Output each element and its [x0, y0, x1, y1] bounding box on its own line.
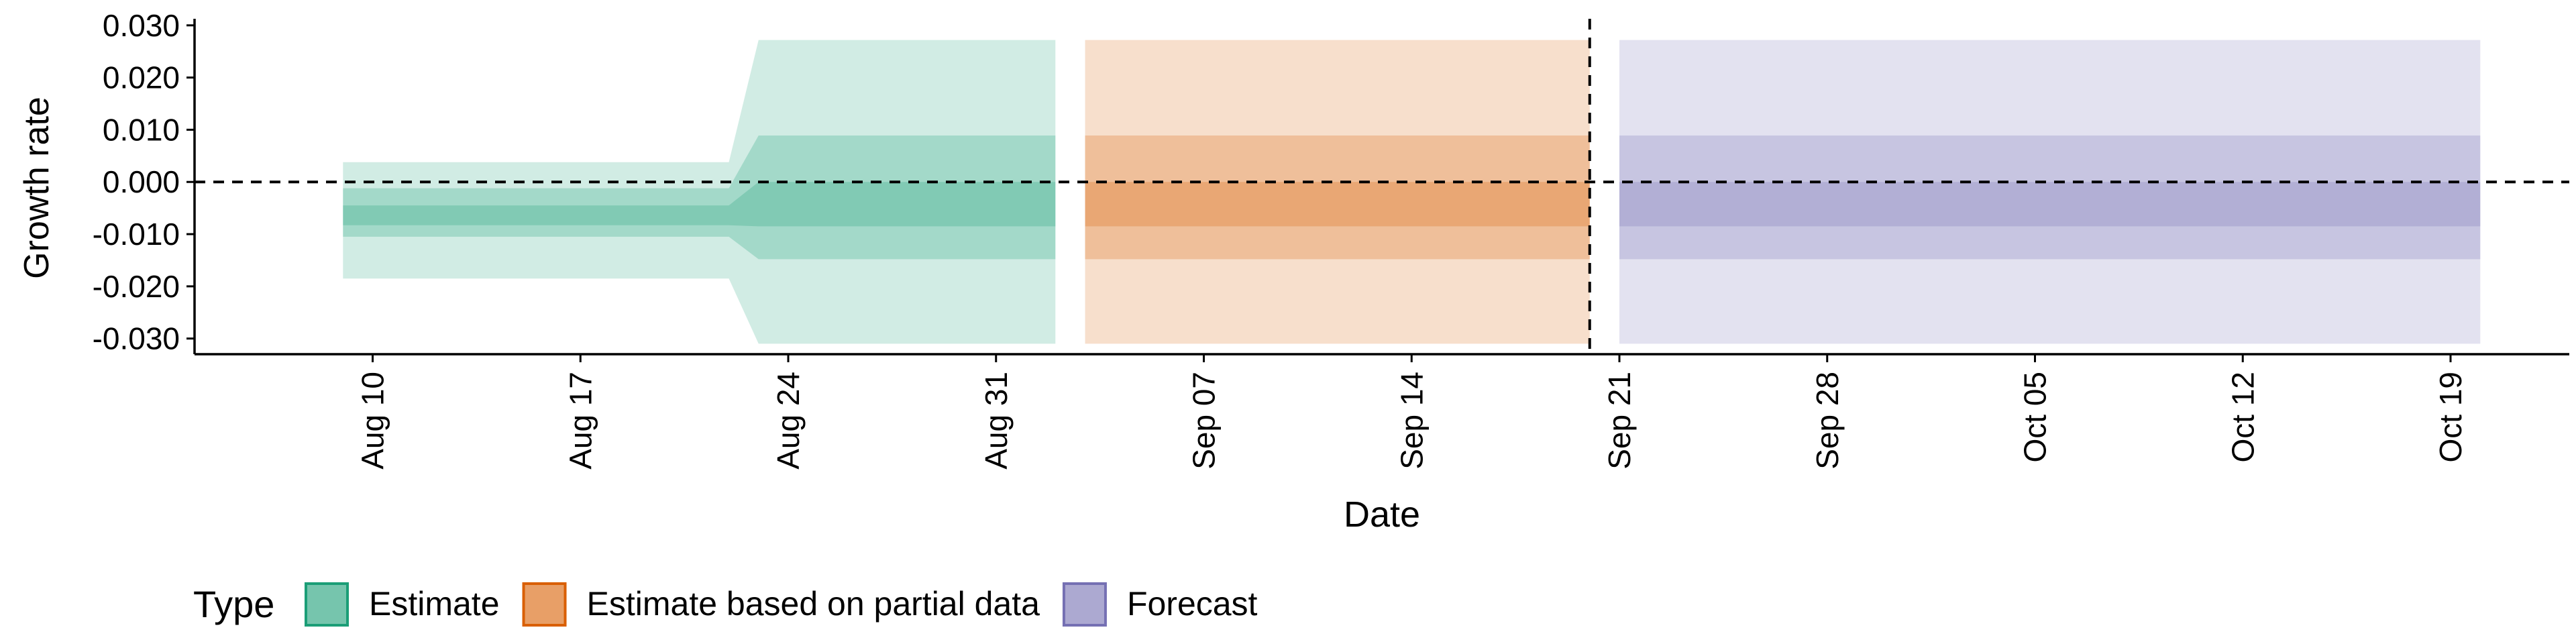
legend-swatch-0: [305, 582, 349, 627]
x-tick-label-4: Sep 07: [1187, 372, 1222, 470]
y-tick-label-4: -0.010: [93, 217, 180, 252]
x-tick-label-10: Oct 19: [2433, 372, 2468, 463]
legend: Type Estimate Estimate based on partial d…: [193, 582, 1258, 627]
x-axis-title: Date: [1344, 494, 1420, 535]
band-50-0: [343, 136, 1056, 260]
y-tick-label-3: 0.000: [103, 164, 180, 199]
band-20-1: [1085, 182, 1590, 227]
credible-interval-bands: [343, 40, 2481, 344]
x-tick-label-2: Aug 24: [771, 372, 806, 470]
legend-items: Estimate Estimate based on partial data Fo…: [305, 582, 1258, 627]
legend-label-0: Estimate: [369, 585, 500, 623]
series-2: [1619, 40, 2481, 344]
x-tick-label-3: Aug 31: [979, 372, 1014, 470]
legend-swatch-1: [522, 582, 567, 627]
band-20-2: [1619, 182, 2481, 227]
band-50-1: [1085, 136, 1590, 260]
band-90-1: [1085, 40, 1590, 344]
band-90-0: [343, 40, 1056, 344]
y-tick-label-1: 0.020: [103, 60, 180, 95]
x-tick-label-0: Aug 10: [356, 372, 390, 470]
axes: 0.030 0.020 0.010 0.000 -0.010 -0.020 -0.030 Au…: [93, 8, 2569, 470]
band-50-2: [1619, 136, 2481, 260]
band-90-2: [1619, 40, 2481, 344]
x-tick-label-9: Oct 12: [2225, 372, 2260, 463]
x-tick-label-1: Aug 17: [563, 372, 598, 470]
band-20-0: [343, 182, 1056, 227]
x-tick-label-8: Oct 05: [2018, 372, 2053, 463]
x-tick-label-6: Sep 21: [1602, 372, 1637, 470]
legend-swatch-2: [1062, 582, 1107, 627]
legend-title: Type: [193, 583, 274, 625]
legend-label-2: Forecast: [1127, 585, 1258, 623]
reference-lines: [195, 19, 2569, 354]
series-1: [1085, 40, 1590, 344]
x-tick-label-7: Sep 28: [1810, 372, 1845, 470]
legend-label-1: Estimate based on partial data: [587, 585, 1040, 623]
y-axis-title: Growth rate: [17, 97, 56, 279]
y-tick-label-0: 0.030: [103, 8, 180, 43]
y-tick-label-2: 0.010: [103, 112, 180, 147]
y-tick-label-6: -0.030: [93, 321, 180, 356]
series-0: [343, 40, 1056, 344]
x-tick-label-5: Sep 14: [1394, 372, 1429, 470]
y-tick-label-5: -0.020: [93, 269, 180, 304]
